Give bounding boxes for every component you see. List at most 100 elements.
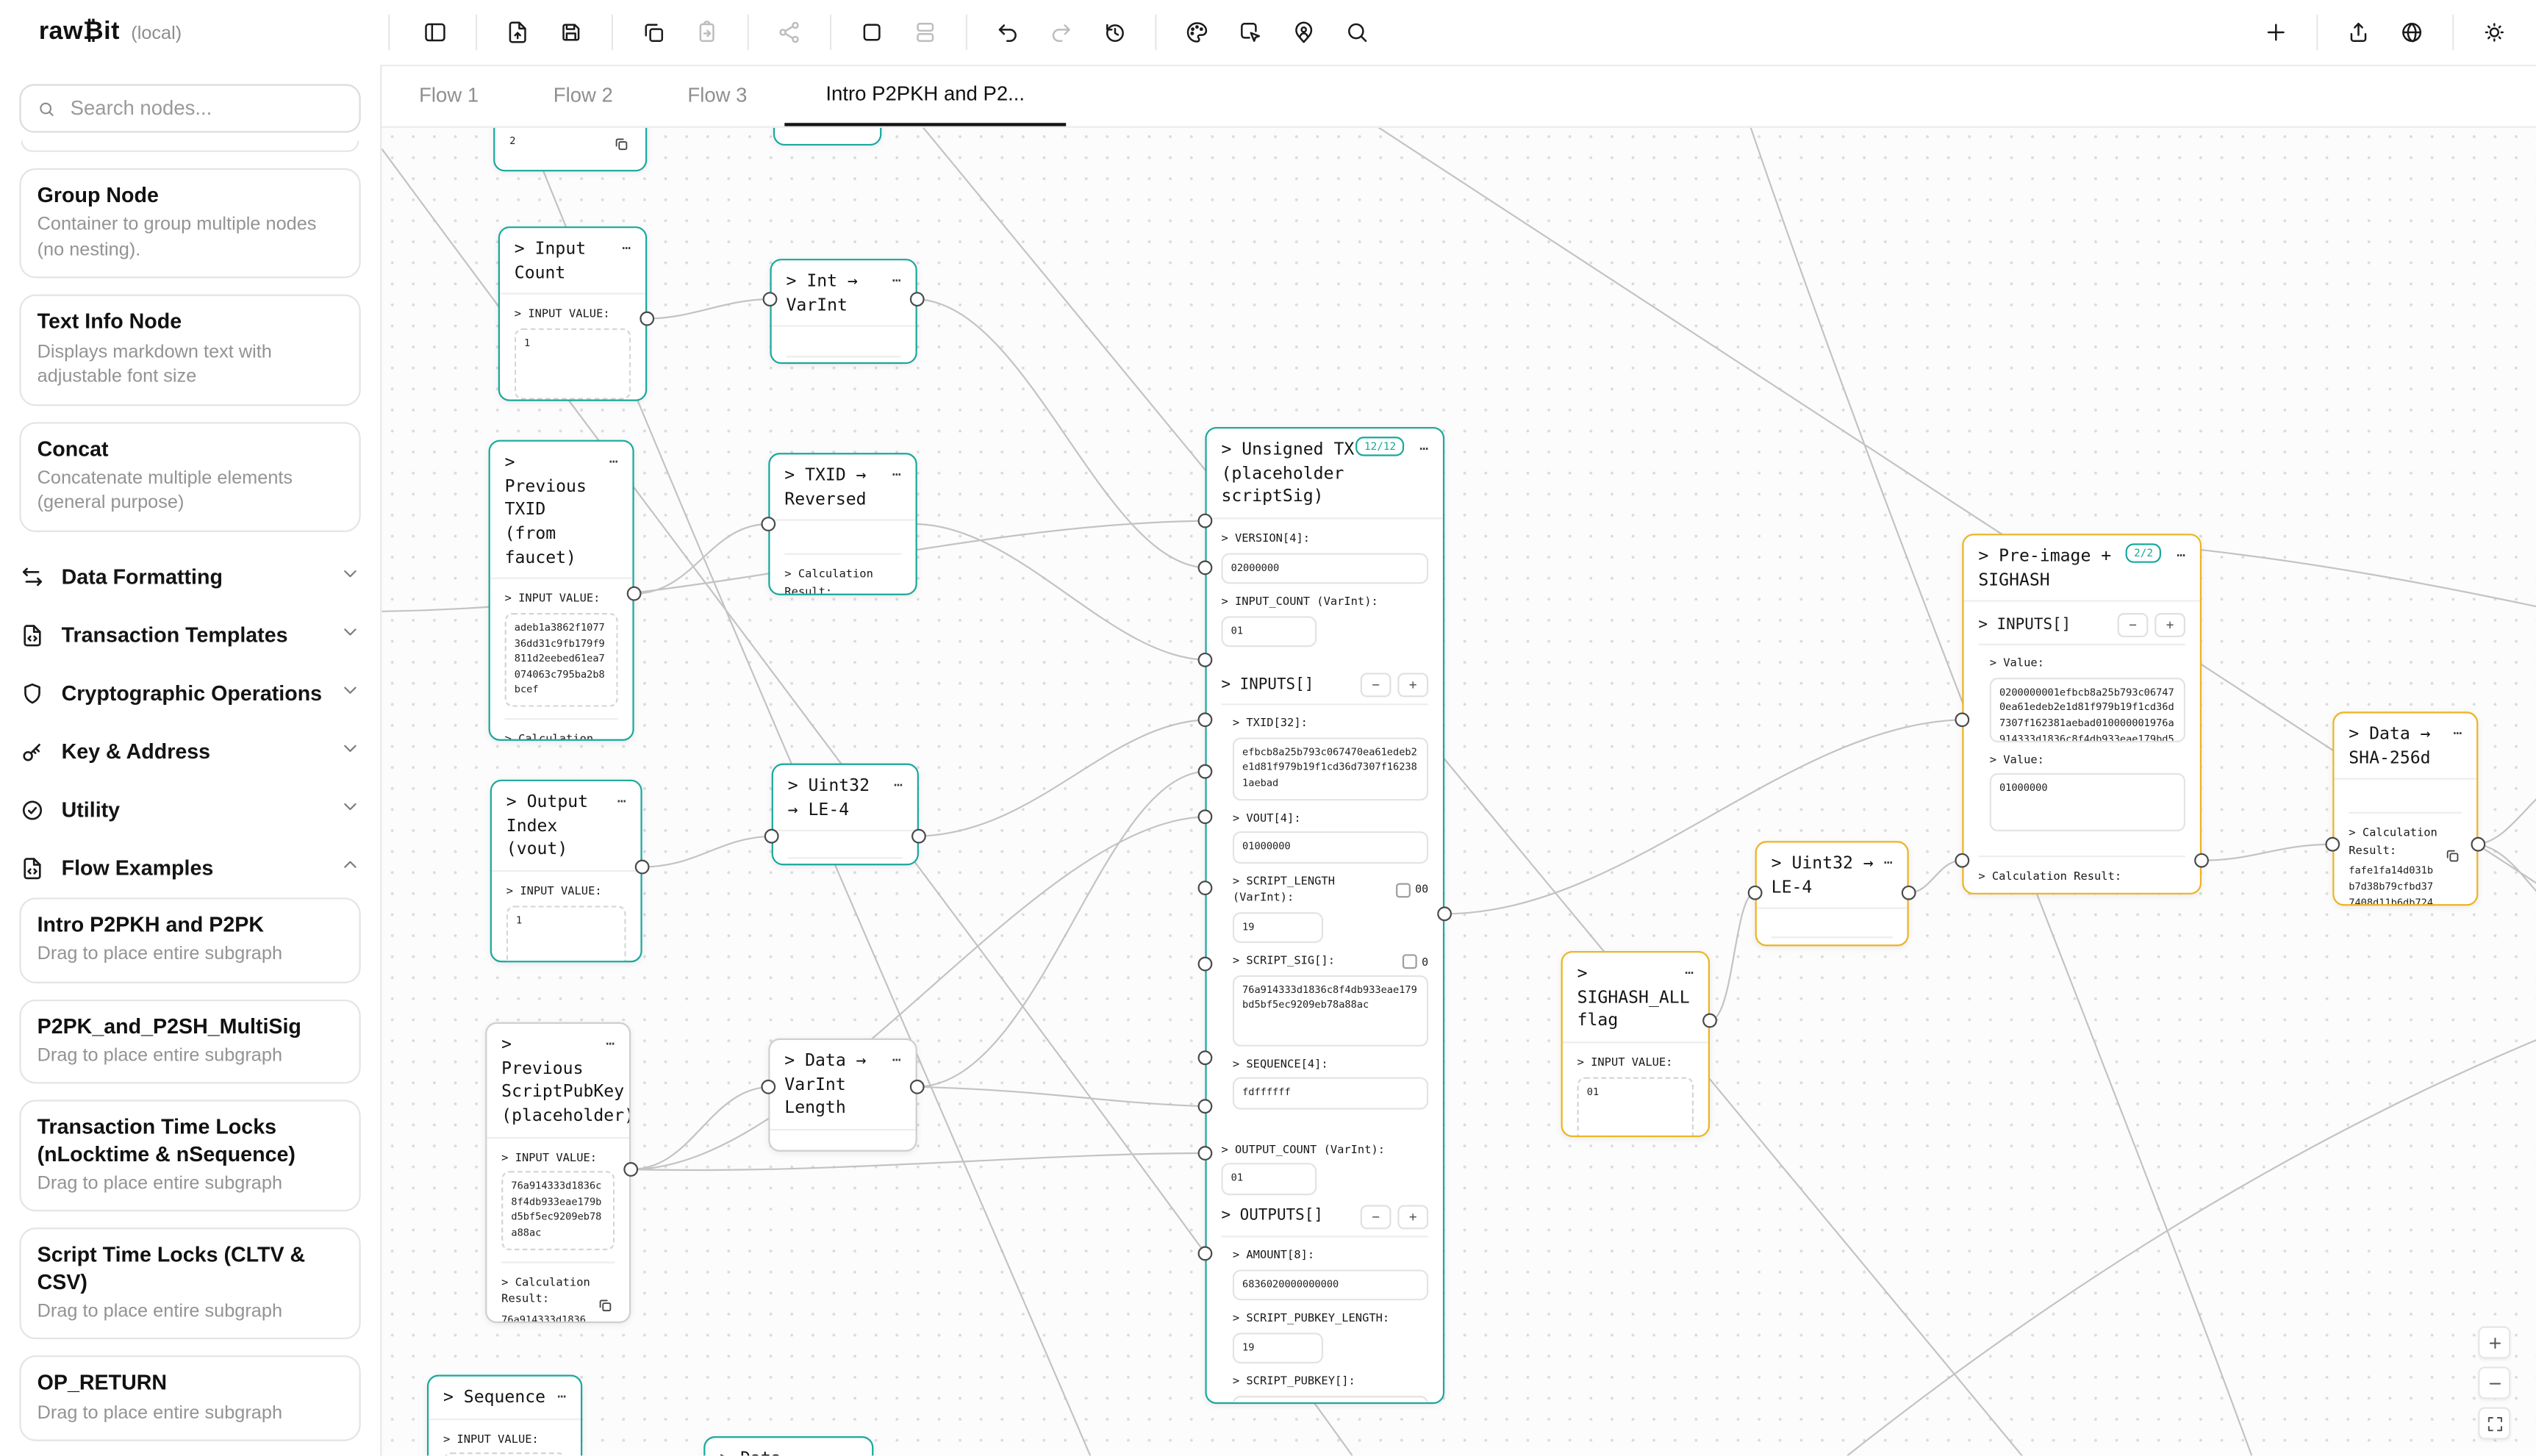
sidebar-category-key-address[interactable]: Key & Address <box>19 722 360 781</box>
tab-flow-3[interactable]: Flow 3 <box>687 84 748 107</box>
sidebar-category-transaction-templates[interactable]: Transaction Templates <box>19 606 360 664</box>
value-box[interactable]: 76a914333d1836c8f4db933eae179bd5bf5ec920… <box>1232 1395 1429 1402</box>
sidebar-node-card[interactable]: Concat Concatenate multiple elements (gen… <box>19 421 361 532</box>
save-button[interactable] <box>551 13 590 52</box>
node-menu-icon[interactable]: … <box>606 1033 617 1050</box>
value-box[interactable]: 76a914333d1836c8f4db933eae179bd5bf5ec920… <box>1232 975 1429 1047</box>
value-box[interactable]: 0200000001efbcb8a25b793c067470ea61edeb2e… <box>1989 677 2186 742</box>
value-box[interactable]: adeb1a3862f107736dd31c9fb179f9811d2eebed… <box>504 612 618 707</box>
node-menu-icon[interactable]: … <box>892 270 903 287</box>
value-box[interactable]: 01 <box>1221 615 1317 648</box>
node-prev-scriptpubkey[interactable]: > Previous ScriptPubKey (placeholder)… > … <box>485 1022 631 1324</box>
share-button[interactable] <box>770 13 809 52</box>
split-horizontal-button[interactable] <box>906 13 945 52</box>
connection-port[interactable] <box>634 859 650 875</box>
value-box[interactable]: 02000000 <box>1221 552 1429 584</box>
panel-left-button[interactable] <box>416 13 455 52</box>
node-menu-icon[interactable]: … <box>1685 962 1696 979</box>
add-button[interactable] <box>2257 13 2296 52</box>
node-output-index[interactable]: > Output Index (vout)…> INPUT VALUE:1> C… <box>490 779 642 963</box>
remove-item-button[interactable]: − <box>1360 1205 1391 1230</box>
canvas[interactable]: 2 > Input Count … > INPUT VALUE: 1 > Calculat… <box>382 126 2536 1456</box>
copy-icon[interactable] <box>2444 843 2462 863</box>
node-txid-reversed[interactable]: > TXID → Reversed … > Calculation Result:e… <box>768 453 917 595</box>
node-menu-icon[interactable]: … <box>557 1385 568 1402</box>
value-box[interactable]: 1 <box>506 905 626 961</box>
connection-port[interactable] <box>761 1079 776 1094</box>
value-box[interactable]: 01000000 <box>1989 773 2186 832</box>
value-box[interactable]: efbcb8a25b793c067470ea61edeb2e1d81f979b1… <box>1232 736 1429 800</box>
node-search[interactable] <box>19 84 361 133</box>
value-box[interactable]: fdffffff <box>1232 1077 1429 1110</box>
connection-port[interactable] <box>623 1162 639 1177</box>
tab-flow-1[interactable]: Flow 1 <box>419 84 479 107</box>
node-sighash-all-flag[interactable]: > SIGHASH_ALL flag…> INPUT VALUE:01> Cal… <box>1561 950 1711 1138</box>
node-menu-icon[interactable]: … <box>617 791 628 808</box>
sidebar-category-data-formatting[interactable]: Data Formatting <box>19 548 360 606</box>
remove-item-button[interactable]: − <box>1360 673 1391 698</box>
connection-port[interactable] <box>909 292 925 307</box>
copy-icon[interactable] <box>2168 887 2185 893</box>
sidebar-category-utility[interactable]: Utility <box>19 781 360 839</box>
connection-port[interactable] <box>1955 712 1970 728</box>
value-box[interactable]: 01 <box>1221 1163 1317 1196</box>
search-button[interactable] <box>1338 13 1377 52</box>
file-import-button[interactable] <box>498 13 537 52</box>
search-input[interactable] <box>67 95 343 122</box>
node-menu-icon[interactable]: … <box>1419 438 1430 455</box>
node-partial-bottom[interactable]: > Data… <box>703 1436 874 1456</box>
selection-rect-button[interactable] <box>853 13 892 52</box>
value-box[interactable]: 76a914333d1836c8f4db933eae179bd5bf5ec920… <box>501 1171 615 1250</box>
checkbox-icon[interactable] <box>1402 954 1417 969</box>
node-sequence[interactable]: > Sequence … > INPUT VALUE:fffffffd <box>426 1374 583 1456</box>
fit-view-button[interactable] <box>2478 1407 2511 1440</box>
node-menu-icon[interactable]: … <box>1883 852 1894 869</box>
value-box[interactable]: 6836020000000000 <box>1232 1269 1429 1301</box>
value-box[interactable]: 01 <box>1577 1076 1694 1136</box>
node-prev-txid[interactable]: > Previous TXID (from faucet) … > INPUT VA… <box>488 440 634 741</box>
connection-port[interactable] <box>1197 956 1213 972</box>
connection-port[interactable] <box>1197 764 1213 779</box>
add-item-button[interactable]: + <box>2154 613 2186 638</box>
connection-port[interactable] <box>2325 836 2340 852</box>
connection-port[interactable] <box>761 517 776 531</box>
node-unsigned-tx[interactable]: > Unsigned TX (placeholder scriptSig) 12/… <box>1205 426 1445 1405</box>
connection-port[interactable] <box>2194 853 2209 868</box>
sidebar-category-cryptographic-operations[interactable]: Cryptographic Operations <box>19 664 360 722</box>
connection-port[interactable] <box>1197 1050 1213 1066</box>
redo-button[interactable] <box>1042 13 1081 52</box>
node-int-varint[interactable]: > Int → VarInt…> Calculation Result:01 <box>770 259 917 365</box>
connection-port[interactable] <box>1197 1099 1213 1114</box>
connection-port[interactable] <box>1197 652 1213 667</box>
sidebar-category-flow-examples[interactable]: Flow Examples <box>19 839 360 897</box>
connection-port[interactable] <box>762 292 778 307</box>
value-box[interactable]: 19 <box>1232 1332 1323 1364</box>
connection-port[interactable] <box>1955 853 1970 868</box>
export-button[interactable] <box>2339 13 2378 52</box>
sidebar-node-card[interactable]: Text Info Node Displays markdown text wit… <box>19 295 361 406</box>
value-box[interactable]: 19 <box>1232 911 1323 944</box>
node-menu-icon[interactable]: … <box>892 1050 903 1066</box>
paste-button[interactable] <box>687 13 726 52</box>
node-uint32-le4-right[interactable]: > Uint32 → LE-4…> Calculation Result:010… <box>1755 841 1909 947</box>
cursor-click-button[interactable] <box>1231 13 1270 52</box>
value-box[interactable]: 1 <box>514 328 631 400</box>
node-data-sha256d[interactable]: > Data → SHA-256d … > Calculation Result: f… <box>2332 711 2479 906</box>
connection-port[interactable] <box>1702 1013 1717 1028</box>
connection-port[interactable] <box>764 828 779 844</box>
add-item-button[interactable]: + <box>1397 673 1429 698</box>
sidebar-example-card[interactable]: P2PK_and_P2SH_MultiSig Drag to place enti… <box>19 999 361 1085</box>
connection-port[interactable] <box>909 1079 925 1094</box>
connection-port[interactable] <box>1747 885 1763 900</box>
palette-button[interactable] <box>1178 13 1217 52</box>
connection-port[interactable] <box>1197 1246 1213 1261</box>
copy-button[interactable] <box>634 13 673 52</box>
copy-icon[interactable] <box>597 1292 615 1311</box>
node-partial-top-2[interactable] <box>773 126 882 146</box>
sidebar-example-card[interactable]: Transaction Time Locks (nLocktime & nSeq… <box>19 1100 361 1213</box>
remove-item-button[interactable]: − <box>2117 613 2149 638</box>
value-box[interactable]: 01000000 <box>1232 831 1429 864</box>
globe-button[interactable] <box>2393 13 2432 52</box>
tab-intro-p2pkh-and-p2[interactable]: Intro P2PKH and P2... <box>784 65 1067 126</box>
connection-port[interactable] <box>1197 881 1213 896</box>
